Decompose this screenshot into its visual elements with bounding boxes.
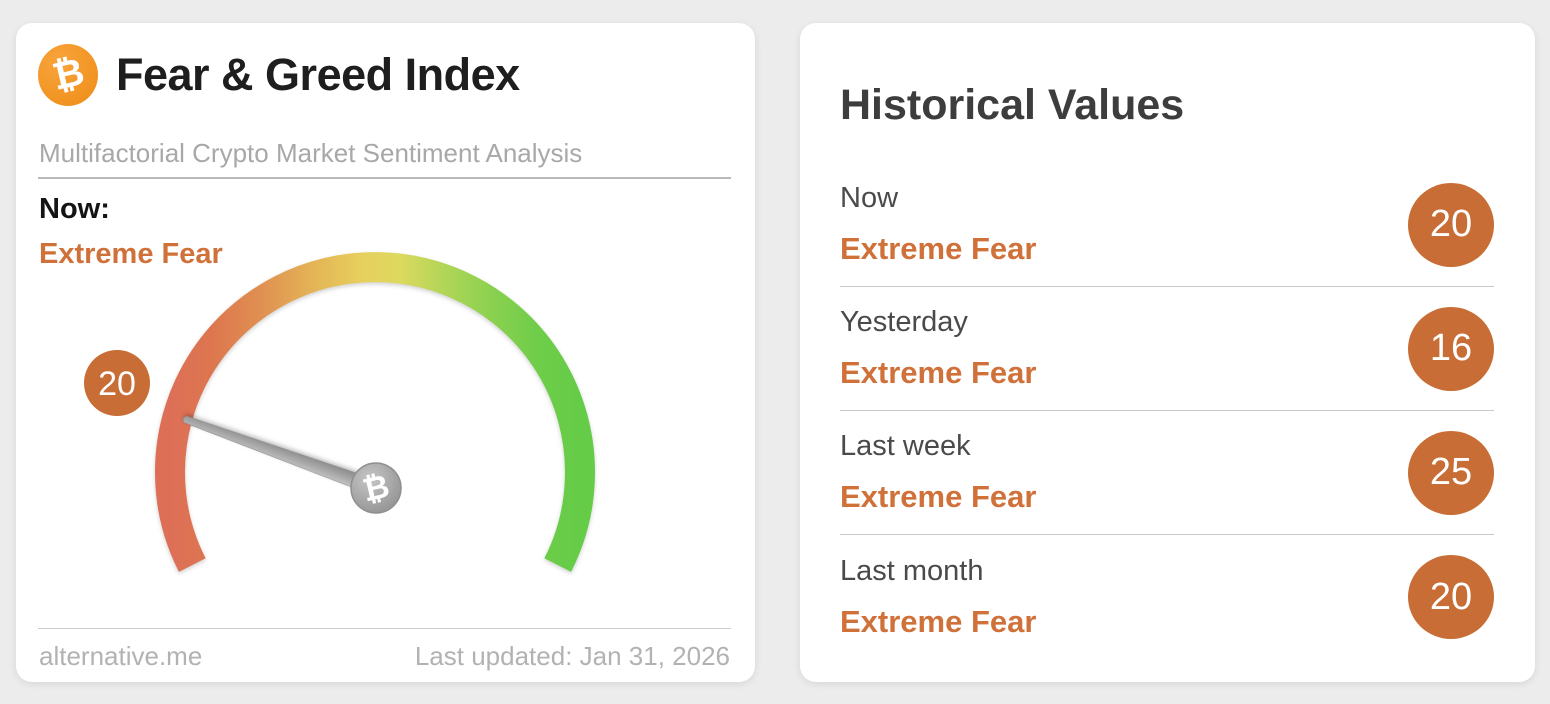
fear-greed-card: ₿ Fear & Greed Index Multifactorial Cryp… <box>16 23 755 682</box>
row-value: 20 <box>1429 203 1473 245</box>
history-row-last-month: Last month Extreme Fear 20 <box>840 535 1494 659</box>
row-period: Last month <box>840 554 984 587</box>
row-classification: Extreme Fear <box>840 603 1037 639</box>
value-badge: 16 <box>1408 306 1494 391</box>
value-badge: 20 <box>1408 182 1494 267</box>
row-value: 16 <box>1429 327 1473 369</box>
history-row-now: Now Extreme Fear 20 <box>840 163 1494 287</box>
row-classification: Extreme Fear <box>840 231 1037 266</box>
header-divider <box>38 177 731 179</box>
row-value: 25 <box>1429 451 1473 493</box>
gauge-value-badge <box>84 350 150 416</box>
gauge-arc <box>155 252 595 572</box>
history-row-yesterday: Yesterday Extreme Fear 16 <box>840 287 1494 411</box>
widget-subtitle: Multifactorial Crypto Market Sentiment A… <box>39 138 583 168</box>
page-title: Fear & Greed Index <box>116 49 520 100</box>
gauge-chart: ₿ 20 <box>84 252 595 572</box>
source-link[interactable]: alternative.me <box>39 641 203 671</box>
row-value: 20 <box>1429 575 1473 618</box>
row-classification: Extreme Fear <box>840 479 1037 514</box>
bitcoin-glyph: ₿ <box>48 51 88 99</box>
row-classification: Extreme Fear <box>840 355 1037 390</box>
value-badge: 25 <box>1408 430 1494 515</box>
historical-rows: Now Extreme Fear 20 Yesterday Extreme Fe… <box>840 163 1494 659</box>
history-row-last-week: Last week Extreme Fear 25 <box>840 411 1494 535</box>
historical-card: Historical Values Now Extreme Fear 20 Ye… <box>800 23 1535 682</box>
now-sentiment: Extreme Fear <box>39 238 223 270</box>
now-label: Now: <box>39 193 110 225</box>
row-period: Last week <box>840 430 971 462</box>
footer-divider <box>38 628 731 629</box>
gauge-needle <box>182 415 380 496</box>
widget-header: ₿ Fear & Greed Index <box>38 44 520 106</box>
historical-title: Historical Values <box>840 81 1185 129</box>
gauge-value: 20 <box>98 365 136 403</box>
gauge-pivot <box>350 462 402 514</box>
widget-footer: alternative.me Last updated: Jan 31, 202… <box>39 641 730 672</box>
value-badge: 20 <box>1408 555 1494 639</box>
last-updated: Last updated: Jan 31, 2026 <box>414 641 730 671</box>
row-period: Yesterday <box>840 306 968 338</box>
bitcoin-icon: ₿ <box>38 44 98 106</box>
row-period: Now <box>840 182 899 214</box>
